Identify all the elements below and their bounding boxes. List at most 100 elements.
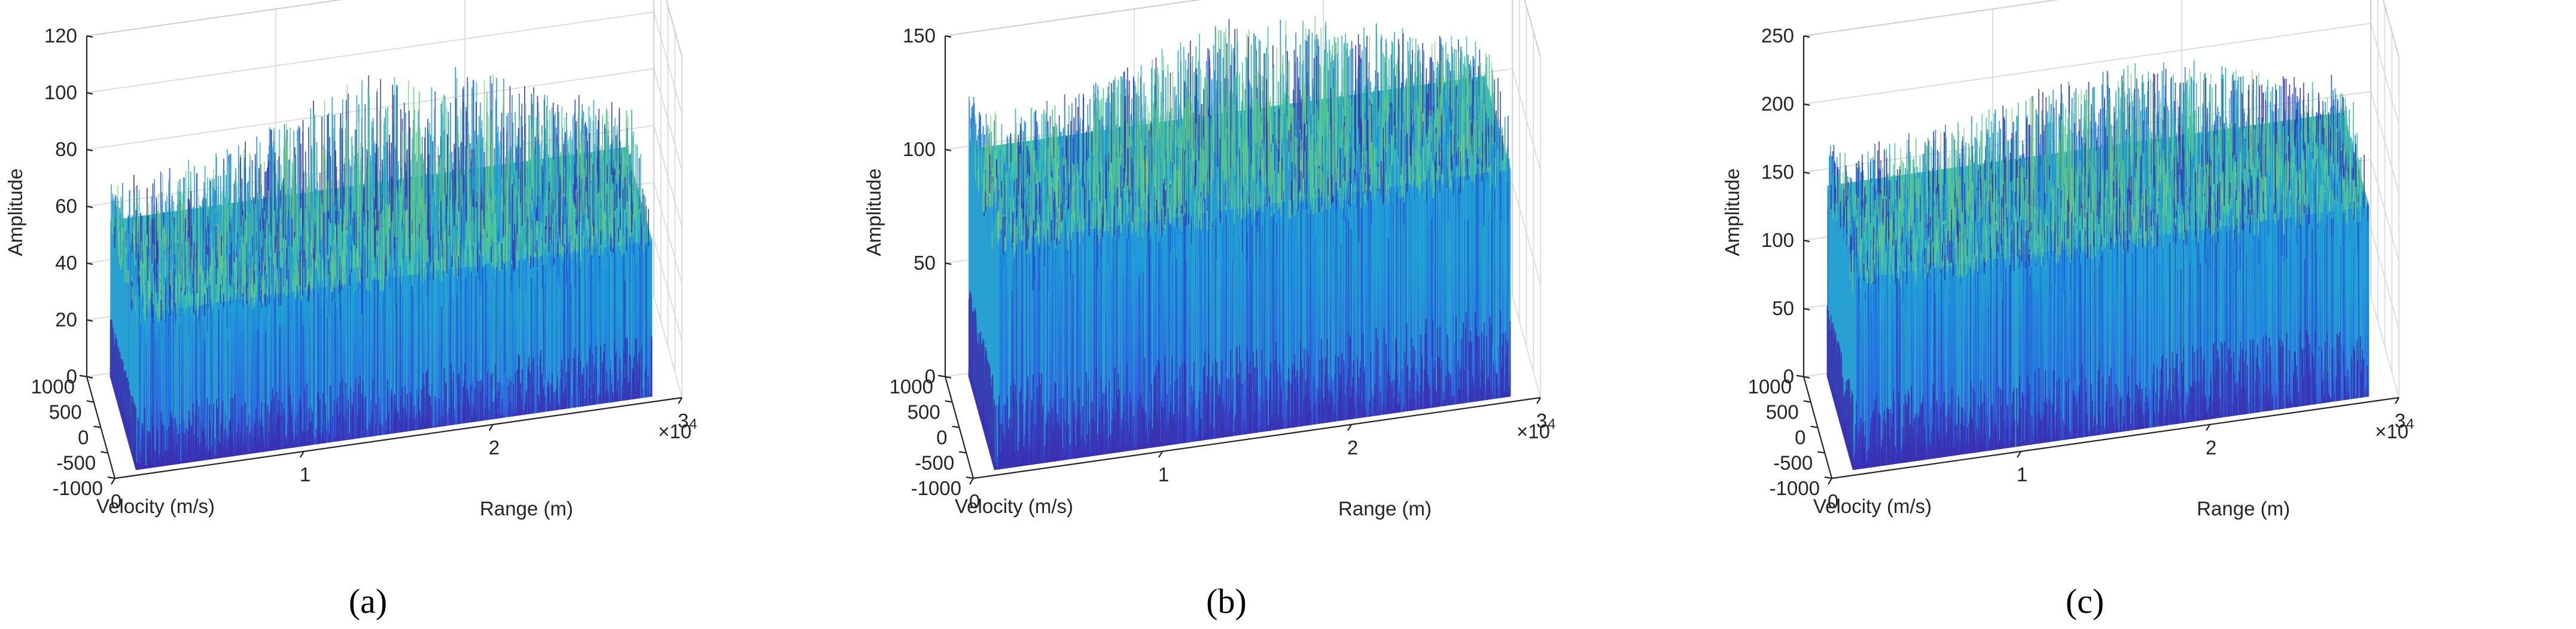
z-tick <box>1803 307 1810 311</box>
plot-svg-c: 0123×104-1000-50005001000050100150200250… <box>1721 0 2414 621</box>
y-tick <box>952 425 960 429</box>
y-tick-label: 500 <box>908 401 940 423</box>
y-tick <box>959 451 967 454</box>
axes-c: 0123×104-1000-50005001000050100150200250… <box>1721 25 2414 520</box>
x-tick-label: 1 <box>2017 463 2027 486</box>
z-tick <box>945 35 952 38</box>
grid-lines-a <box>86 0 683 398</box>
z-tick <box>945 262 952 265</box>
x-multiplier: ×10 <box>658 420 692 442</box>
z-tick-label: 150 <box>903 25 936 47</box>
y-tick-label: -1000 <box>911 477 961 499</box>
y-tick-label: 500 <box>1766 401 1799 423</box>
z-tick <box>1803 239 1810 243</box>
x-multiplier-exp: 4 <box>2406 416 2414 432</box>
surface-spikes <box>968 29 1511 470</box>
z-tick-label: 20 <box>55 309 77 331</box>
z-gridline <box>1803 22 2400 126</box>
x-tick-label: 0 <box>969 490 980 512</box>
x-axis-label: Range (m) <box>480 497 573 520</box>
z-tick <box>1803 171 1810 175</box>
z-tick <box>945 375 952 379</box>
z-gridline <box>86 0 683 57</box>
y-tick <box>937 374 946 378</box>
x-tick-label: 3 <box>2395 410 2406 432</box>
z-tick <box>86 375 93 379</box>
top-back-edge <box>86 0 683 57</box>
y-tick-label: -1000 <box>53 477 103 499</box>
y-tick <box>966 476 974 480</box>
x-tick <box>678 397 683 404</box>
y-tick <box>93 425 101 429</box>
y-axis-label: Velocity (m/s) <box>955 495 1073 517</box>
y-tick-label: 1000 <box>1748 375 1792 398</box>
x-tick-label: 2 <box>2206 436 2216 459</box>
z-gridline <box>1803 0 2400 57</box>
top-back-edge <box>1803 0 2400 57</box>
z-tick-label: 80 <box>55 138 77 160</box>
y-tick-label: -1000 <box>1770 477 1820 499</box>
y-tick <box>1796 374 1804 378</box>
z-tick-label: 0 <box>1783 365 1794 387</box>
y-axis-label: Velocity (m/s) <box>96 495 215 517</box>
z-tick-label: 50 <box>914 252 936 274</box>
x-tick <box>2206 424 2210 431</box>
plot-svg-b: 0123×104-1000-50005001000050100150Range … <box>863 0 1555 621</box>
z-tick-label: 60 <box>55 195 77 217</box>
x-multiplier-exp: 4 <box>689 416 697 432</box>
y-tick <box>1817 451 1825 454</box>
z-tick-label: 50 <box>1772 297 1794 319</box>
z-tick-label: 100 <box>1761 229 1794 251</box>
surface-spikes <box>117 77 638 322</box>
z-gridline <box>86 11 683 114</box>
x-tick <box>111 478 115 485</box>
x-tick-label: 1 <box>300 463 310 486</box>
x-axis-line <box>1831 396 2400 480</box>
figure-caption: (b) <box>1206 582 1247 621</box>
x-tick <box>1828 478 1832 485</box>
x-axis-line <box>973 396 1541 480</box>
x-tick <box>969 478 974 485</box>
y-tick <box>79 374 87 378</box>
x-tick <box>1158 451 1163 458</box>
axes-a: 0123×104-1000-50005001000020406080100120… <box>4 25 697 520</box>
z-tick <box>86 148 93 152</box>
figure-caption: (c) <box>2066 582 2104 621</box>
z-tick <box>86 35 93 38</box>
y-tick <box>945 400 952 403</box>
y-tick <box>86 400 94 403</box>
z-tick <box>1803 35 1810 38</box>
surface-c <box>1826 60 2370 471</box>
y-tick-label: -500 <box>1773 452 1813 474</box>
x-tick <box>1536 397 1541 404</box>
x-tick <box>1347 424 1352 431</box>
surface-plot-b: 0 1 2 3 ×10 4 -1000 -500 0 500 1000 0 50 100 150 Range … <box>858 0 1717 629</box>
y-tick-label: 0 <box>78 426 89 448</box>
y-tick <box>1803 400 1811 403</box>
x-multiplier-exp: 4 <box>1548 416 1555 432</box>
z-tick <box>945 148 952 152</box>
z-tick-label: 40 <box>55 252 77 274</box>
x-tick <box>2395 397 2400 404</box>
x-multiplier: ×10 <box>1517 420 1550 442</box>
x-axis-label: Range (m) <box>2197 497 2290 520</box>
x-tick-label: 2 <box>1347 436 1358 459</box>
x-tick <box>2017 451 2021 458</box>
z-tick-label: 100 <box>44 81 77 103</box>
axes-b: 0123×104-1000-50005001000050100150Range … <box>863 25 1555 520</box>
y-tick-label: 1000 <box>31 375 75 398</box>
z-tick <box>86 319 93 322</box>
y-tick-label: 1000 <box>890 375 933 398</box>
y-tick <box>1824 476 1832 480</box>
surface-plot-a: 0 1 2 3 ×10 4 -1000 -500 0 500 1000 0 20 40 60 80 100 120… <box>0 0 858 629</box>
x-tick <box>489 424 494 431</box>
x-tick-label: 0 <box>1828 490 1838 512</box>
surface-spikes <box>974 30 1502 258</box>
y-tick-label: 0 <box>936 426 947 448</box>
y-axis-label: Velocity (m/s) <box>1813 495 1932 517</box>
x-tick-label: 1 <box>1158 463 1169 486</box>
surface-a <box>109 67 653 471</box>
figure-caption: (a) <box>349 582 387 621</box>
z-tick-label: 250 <box>1761 25 1794 47</box>
x-tick-label: 3 <box>678 410 689 432</box>
